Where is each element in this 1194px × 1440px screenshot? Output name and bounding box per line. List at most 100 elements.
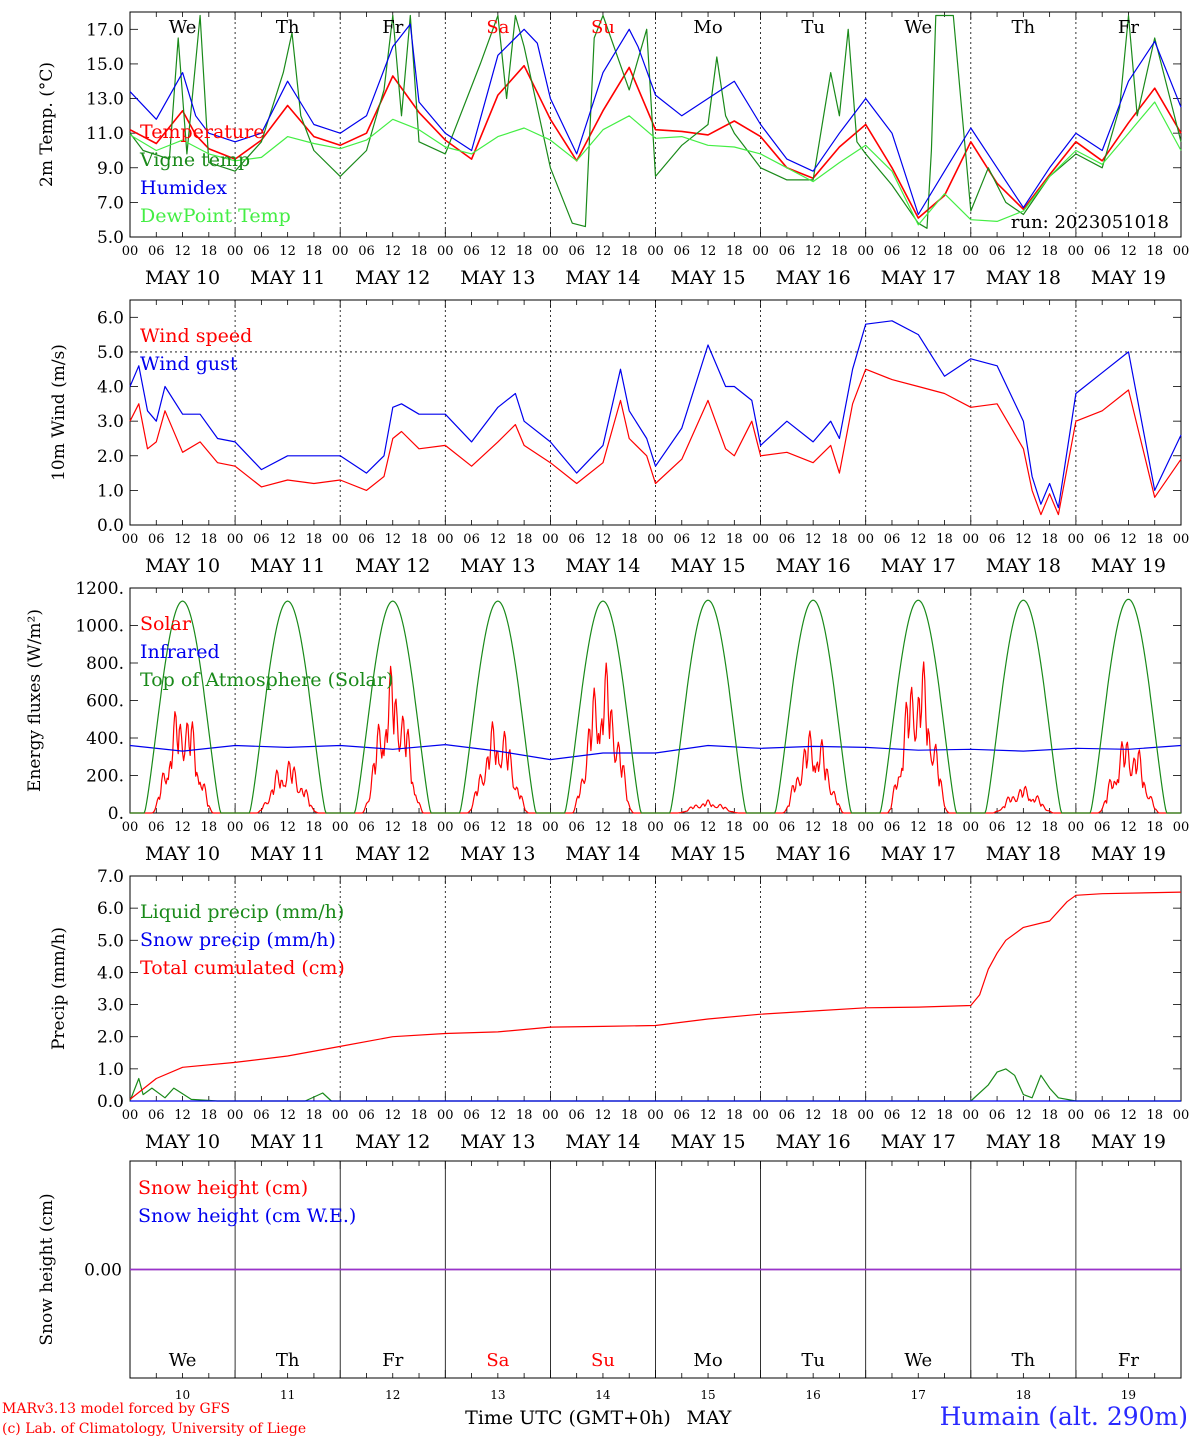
- temp-hour-label: 00: [437, 244, 454, 259]
- precip-date-label: MAY 13: [460, 1131, 535, 1153]
- temp-hour-label: 12: [910, 244, 927, 259]
- precip-hour-label: 00: [752, 1108, 769, 1123]
- precip-date-label: MAY 14: [565, 1131, 640, 1153]
- energy-y-tick-label: 0.: [108, 804, 124, 824]
- precip-hour-label: 18: [201, 1108, 218, 1123]
- precip-hour-label: 18: [936, 1108, 953, 1123]
- precip-hour-label: 06: [148, 1108, 165, 1123]
- model-credit: MARv3.13 model forced by GFS: [2, 1401, 231, 1417]
- energy-hour-label: 18: [1146, 820, 1163, 835]
- temp-date-label: MAY 12: [355, 267, 430, 289]
- temp-date-label: MAY 18: [986, 267, 1061, 289]
- energy-hour-label: 18: [516, 820, 533, 835]
- energy-hour-label: 00: [542, 820, 559, 835]
- snow-day-name: We: [169, 1350, 197, 1371]
- wind-series-wind-speed: [129, 368, 1182, 516]
- lab-credit: (c) Lab. of Climatology, University of L…: [2, 1421, 307, 1437]
- energy-hour-label: 18: [621, 820, 638, 835]
- wind-hour-label: 00: [963, 532, 980, 547]
- temp-hour-label: 00: [963, 244, 980, 259]
- wind-date-label: MAY 18: [986, 555, 1061, 577]
- energy-date-label: MAY 17: [881, 843, 956, 865]
- energy-hour-label: 12: [384, 820, 401, 835]
- precip-hour-label: 18: [411, 1108, 428, 1123]
- snow-day-number: 18: [1016, 1388, 1031, 1402]
- energy-date-label: MAY 13: [460, 843, 535, 865]
- temp-y-tick-label: 5.0: [97, 228, 124, 248]
- energy-hour-label: 12: [910, 820, 927, 835]
- wind-hour-label: 18: [411, 532, 428, 547]
- precip-hour-label: 12: [700, 1108, 717, 1123]
- precip-ylabel: Precip (mm/h): [49, 927, 69, 1050]
- wind-date-label: MAY 13: [460, 555, 535, 577]
- temp-hour-label: 06: [779, 244, 796, 259]
- precip-hour-label: 18: [1146, 1108, 1163, 1123]
- energy-date-label: MAY 11: [250, 843, 325, 865]
- wind-hour-label: 12: [1120, 532, 1137, 547]
- wind-date-label: MAY 17: [881, 555, 956, 577]
- snow-day-number: 15: [700, 1388, 715, 1402]
- wind-date-label: MAY 15: [670, 555, 745, 577]
- wind-ylabel: 10m Wind (m/s): [49, 344, 69, 481]
- snow-day-name: Fr: [1118, 1350, 1139, 1371]
- snow-day-number: 16: [806, 1388, 821, 1402]
- energy-date-label: MAY 12: [355, 843, 430, 865]
- precip-y-tick-label: 3.0: [97, 996, 124, 1016]
- precip-date-label: MAY 19: [1091, 1131, 1166, 1153]
- temp-day-name: Fr: [382, 17, 403, 38]
- energy-y-tick-label: 1000.: [75, 617, 124, 637]
- temp-day-name: Fr: [1118, 17, 1139, 38]
- temp-hour-label: 06: [884, 244, 901, 259]
- precip-date-label: MAY 11: [250, 1131, 325, 1153]
- precip-hour-label: 18: [726, 1108, 743, 1123]
- precip-hour-label: 06: [253, 1108, 270, 1123]
- snow-day-number: 19: [1121, 1388, 1136, 1402]
- energy-hour-label: 00: [752, 820, 769, 835]
- precip-hour-label: 12: [279, 1108, 296, 1123]
- energy-hour-label: 06: [989, 820, 1006, 835]
- precip-hour-label: 12: [805, 1108, 822, 1123]
- wind-hour-label: 12: [805, 532, 822, 547]
- temp-hour-label: 12: [700, 244, 717, 259]
- wind-hour-label: 06: [1094, 532, 1111, 547]
- energy-hour-label: 06: [148, 820, 165, 835]
- wind-hour-label: 00: [227, 532, 244, 547]
- precip-y-tick-label: 4.0: [97, 963, 124, 983]
- wind-hour-label: 18: [201, 532, 218, 547]
- snow-day-name: We: [904, 1350, 932, 1371]
- wind-date-label: MAY 11: [250, 555, 325, 577]
- energy-hour-label: 12: [490, 820, 507, 835]
- energy-hour-label: 12: [700, 820, 717, 835]
- wind-hour-label: 18: [831, 532, 848, 547]
- temp-y-tick-label: 9.0: [97, 159, 124, 179]
- precip-hour-label: 00: [1173, 1108, 1190, 1123]
- wind-hour-label: 18: [936, 532, 953, 547]
- wind-hour-label: 12: [910, 532, 927, 547]
- energy-date-label: MAY 10: [145, 843, 220, 865]
- wind-hour-label: 18: [726, 532, 743, 547]
- wind-hour-label: 00: [332, 532, 349, 547]
- energy-hour-label: 18: [726, 820, 743, 835]
- temp-hour-label: 00: [1173, 244, 1190, 259]
- temp-hour-label: 06: [989, 244, 1006, 259]
- temp-hour-label: 00: [857, 244, 874, 259]
- energy-hour-label: 00: [122, 820, 139, 835]
- station-name: Humain (alt. 290m): [939, 1402, 1188, 1431]
- precip-hour-label: 18: [621, 1108, 638, 1123]
- precip-date-label: MAY 16: [776, 1131, 851, 1153]
- temp-hour-label: 06: [148, 244, 165, 259]
- wind-hour-label: 12: [279, 532, 296, 547]
- energy-hour-label: 18: [831, 820, 848, 835]
- energy-y-tick-label: 800.: [86, 654, 124, 674]
- temp-hour-label: 06: [463, 244, 480, 259]
- energy-hour-label: 18: [201, 820, 218, 835]
- precip-hour-label: 00: [963, 1108, 980, 1123]
- temp-y-tick-label: 7.0: [97, 193, 124, 213]
- precip-date-label: MAY 10: [145, 1131, 220, 1153]
- temp-date-label: MAY 15: [670, 267, 745, 289]
- snow-legend-snow-height-cm-w-e-: Snow height (cm W.E.): [138, 1205, 356, 1227]
- energy-hour-label: 06: [358, 820, 375, 835]
- precip-hour-label: 12: [490, 1108, 507, 1123]
- precip-hour-label: 12: [174, 1108, 191, 1123]
